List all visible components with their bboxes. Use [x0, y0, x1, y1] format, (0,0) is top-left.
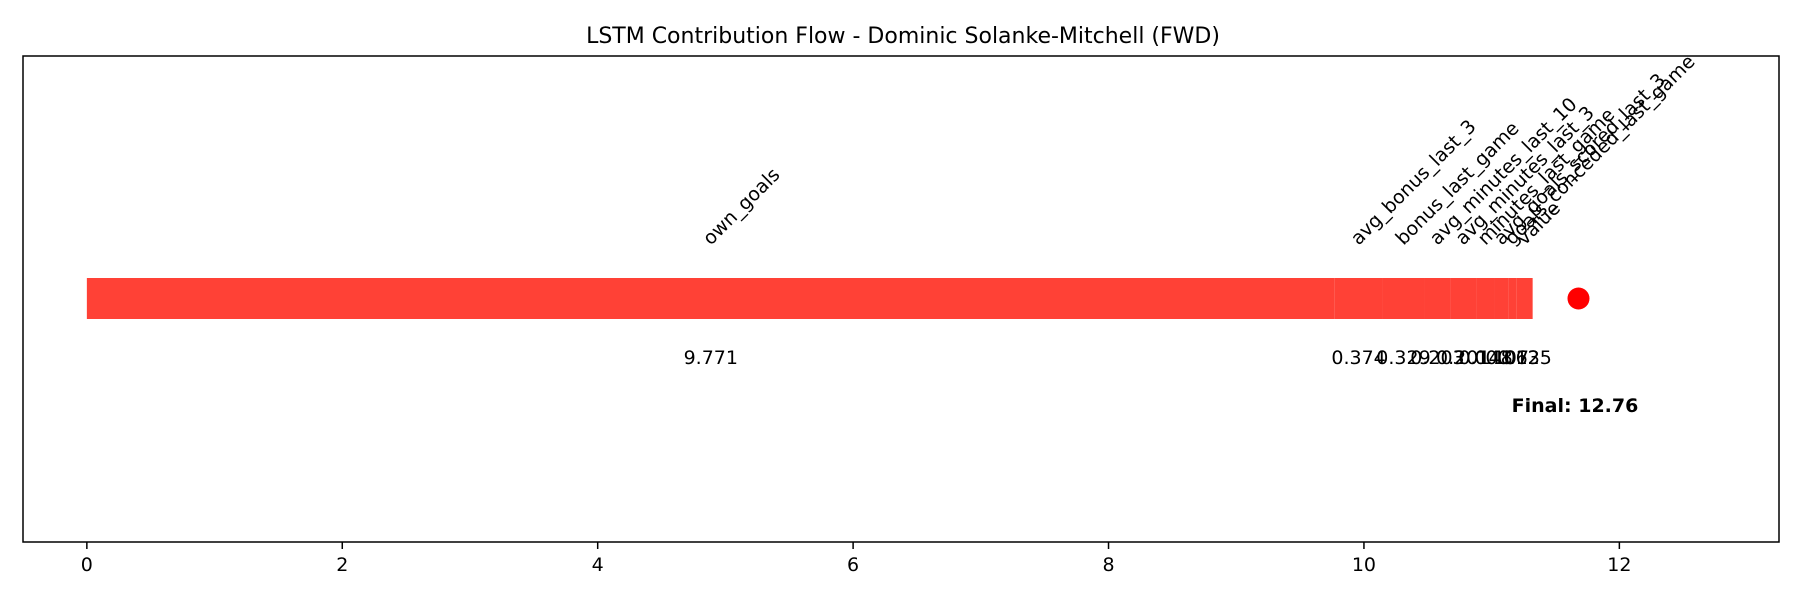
- x-axis: 0 2 4 6 8 10 12: [81, 542, 1631, 576]
- labels-layer: own_goals9.771avg_bonus_last_30.374bonus…: [684, 51, 1700, 369]
- value-label: 0.107: [1475, 347, 1529, 369]
- x-tick-label: 4: [592, 554, 604, 576]
- contribution-bar: [1508, 278, 1517, 319]
- bars-layer: [86, 278, 1590, 319]
- value-label: 0.125: [1497, 347, 1551, 369]
- value-label: 9.771: [684, 347, 738, 369]
- contribution-bar: [1476, 278, 1495, 319]
- x-tick-label: 0: [81, 554, 93, 576]
- x-tick-label: 2: [336, 554, 348, 576]
- contribution-bar: [1382, 278, 1425, 319]
- contribution-bar: [1450, 278, 1477, 319]
- feature-label: own_goals: [699, 164, 785, 250]
- contribution-bar: [1494, 278, 1509, 319]
- value-label: 0.148: [1458, 347, 1512, 369]
- contribution-bar: [86, 278, 1335, 319]
- value-label: 0.063: [1485, 347, 1539, 369]
- x-tick-label: 10: [1352, 554, 1376, 576]
- x-tick-label: 8: [1102, 554, 1114, 576]
- x-tick-label: 12: [1607, 554, 1631, 576]
- x-tick-label: 6: [847, 554, 859, 576]
- contribution-bar: [1424, 278, 1451, 319]
- plot-frame: [22, 55, 1780, 543]
- chart-title: LSTM Contribution Flow - Dominic Solanke…: [586, 24, 1220, 49]
- value-label: 0.374: [1331, 347, 1385, 369]
- contribution-bar: [1334, 278, 1383, 319]
- final-marker: [1567, 287, 1590, 310]
- value-label: 0.329: [1376, 347, 1430, 369]
- final-label: Final: 12.76: [1512, 395, 1639, 417]
- contribution-bar: [1516, 278, 1533, 319]
- value-label: 0.203: [1410, 347, 1464, 369]
- value-label: 0.201: [1436, 347, 1490, 369]
